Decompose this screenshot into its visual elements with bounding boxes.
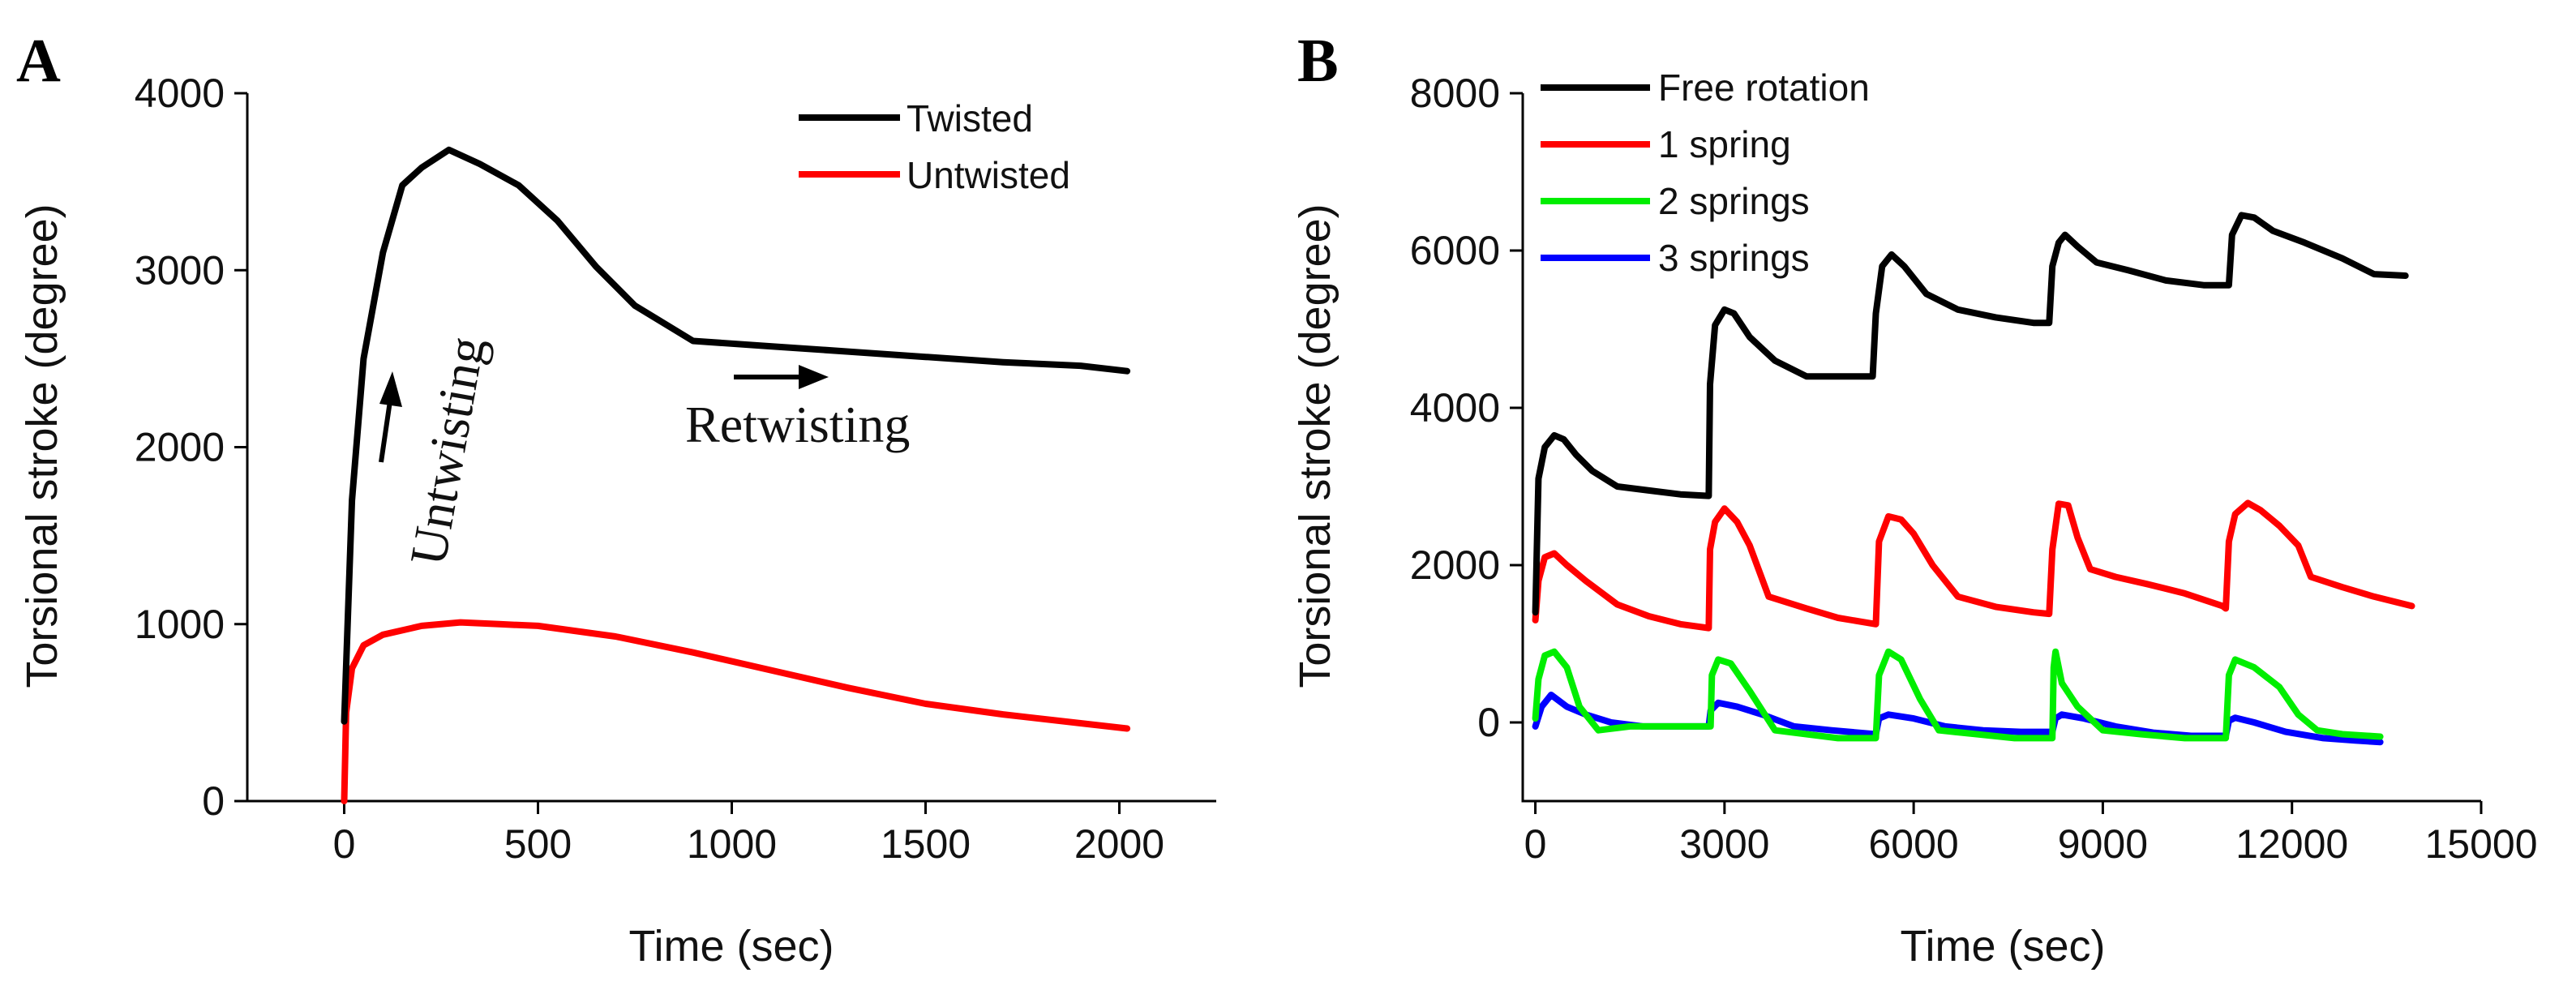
legend-label-2-springs: 2 springs (1658, 180, 1810, 222)
panel-b-ticks: 0 3000 6000 9000 12000 15000 0 2000 4000 6000 8000 (1410, 71, 2538, 867)
x-tick-label: 500 (504, 821, 572, 867)
x-tick-label: 12000 (2235, 821, 2348, 867)
y-tick-label: 4000 (1410, 385, 1500, 431)
panel-b-label: B (1297, 27, 1339, 95)
y-tick-label: 0 (202, 778, 225, 824)
up-arrow-head (379, 371, 402, 407)
panel-b: B 0 3000 6000 9000 12000 15000 0 2000 4000 6000 80… (1291, 27, 2538, 971)
panel-b-ylabel: Torsional stroke (degree) (1291, 204, 1339, 688)
y-tick-label: 3000 (135, 247, 225, 293)
panel-b-axes (1521, 93, 2481, 803)
panel-a-ticks: 0 500 1000 1500 2000 0 1000 2000 3000 4000 (135, 71, 1164, 867)
series-line-untwisted (341, 619, 1131, 804)
x-tick-label: 1000 (687, 821, 777, 867)
legend-label-3-springs: 3 springs (1658, 237, 1810, 279)
annotation-untwisting: Untwisting (379, 332, 495, 569)
panel-a-xlabel: Time (sec) (629, 922, 834, 971)
series-line-1-spring (1532, 499, 2415, 632)
y-tick-label: 2000 (1410, 542, 1500, 588)
x-tick-label: 15000 (2424, 821, 2537, 867)
panel-b-series (1532, 212, 2415, 746)
annotation-retwisting: Retwisting (685, 365, 910, 453)
legend-label-1-spring: 1 spring (1658, 123, 1791, 165)
annotation-retwisting-text: Retwisting (685, 396, 910, 453)
series-line-twisted (341, 146, 1131, 725)
x-tick-label: 9000 (2058, 821, 2148, 867)
panel-b-legend: Free rotation 1 spring 2 springs 3 sprin… (1541, 66, 1870, 279)
legend-label-twisted: Twisted (907, 97, 1033, 139)
panel-a: A 0 500 1000 1500 2000 0 1000 2000 3000 4000 Time… (16, 27, 1216, 971)
panel-b-xlabel: Time (sec) (1901, 922, 2106, 971)
x-tick-label: 2000 (1074, 821, 1164, 867)
y-tick-label: 2000 (135, 425, 225, 470)
panel-a-legend: Twisted Untwisted (799, 97, 1070, 196)
y-tick-label: 6000 (1410, 228, 1500, 273)
x-tick-label: 6000 (1869, 821, 1959, 867)
y-tick-label: 0 (1477, 700, 1500, 745)
panel-a-label: A (16, 27, 61, 95)
y-tick-label: 1000 (135, 602, 225, 647)
annotation-untwisting-text: Untwisting (399, 332, 495, 569)
x-tick-label: 0 (1524, 821, 1547, 867)
x-tick-label: 1500 (881, 821, 971, 867)
up-arrow-shaft (379, 395, 393, 463)
panel-a-ylabel: Torsional stroke (degree) (18, 204, 66, 688)
legend-label-free-rotation: Free rotation (1658, 66, 1870, 109)
y-tick-label: 4000 (135, 71, 225, 116)
panel-a-series (341, 146, 1131, 804)
series-line-2-springs (1532, 648, 2384, 742)
x-tick-label: 0 (333, 821, 356, 867)
x-tick-label: 3000 (1679, 821, 1769, 867)
legend-label-untwisted: Untwisted (907, 154, 1070, 196)
series-line-free-rotation (1532, 212, 2409, 616)
y-tick-label: 8000 (1410, 71, 1500, 116)
right-arrow-head (799, 365, 829, 389)
